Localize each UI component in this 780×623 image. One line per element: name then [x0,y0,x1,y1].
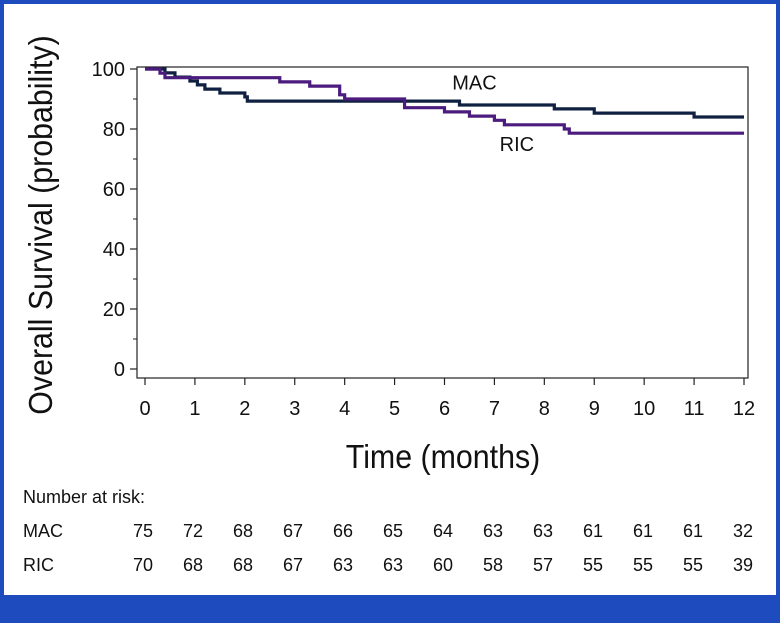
plot-frame [136,66,749,379]
y-tick-label: 20 [103,299,125,321]
x-tick-label: 8 [539,398,550,420]
y-tick-label: 0 [114,359,125,381]
x-tick-label: 4 [339,398,350,420]
risk-count-ric: 57 [533,555,553,575]
risk-count-ric: 55 [683,555,703,575]
risk-count-mac: 64 [433,521,453,541]
x-tick-label: 9 [589,398,600,420]
risk-count-mac: 66 [333,521,353,541]
risk-row-label: RIC [23,555,54,575]
risk-count-ric: 55 [583,555,603,575]
x-tick-label: 3 [289,398,300,420]
plot-area [136,66,749,379]
risk-row-label: MAC [23,521,63,541]
series-label-ric: RIC [500,134,534,156]
x-tick-label: 5 [389,398,400,420]
bottom-band [0,597,780,623]
risk-count-mac: 63 [533,521,553,541]
x-tick-label: 7 [489,398,500,420]
risk-count-ric: 63 [383,555,403,575]
y-tick-label: 80 [103,119,125,141]
risk-count-ric: 63 [333,555,353,575]
y-tick-label: 60 [103,179,125,201]
risk-count-ric: 58 [483,555,503,575]
risk-count-ric: 60 [433,555,453,575]
x-tick-label: 0 [139,398,150,420]
risk-count-mac: 61 [633,521,653,541]
x-tick-label: 10 [633,398,655,420]
annotations: MAC RIC [452,73,534,157]
y-tick-label: 40 [103,239,125,261]
risk-count-mac: 65 [383,521,403,541]
risk-count-mac: 72 [183,521,203,541]
series-label-mac: MAC [452,73,496,95]
risk-count-mac: 75 [133,521,153,541]
x-tick-label: 6 [439,398,450,420]
risk-count-mac: 61 [683,521,703,541]
series-line-ric [145,67,744,135]
risk-count-ric: 68 [233,555,253,575]
risk-count-mac: 61 [583,521,603,541]
x-axis-title: Time (months) [346,438,540,475]
risk-count-mac: 67 [283,521,303,541]
series [145,67,744,135]
risk-count-ric: 67 [283,555,303,575]
risk-count-ric: 55 [633,555,653,575]
risk-count-ric: 70 [133,555,153,575]
risk-count-mac: 32 [733,521,753,541]
risk-count-mac: 68 [233,521,253,541]
x-tick-label: 12 [733,398,755,420]
risk-count-ric: 39 [733,555,753,575]
x-tick-label: 11 [684,398,705,420]
risk-table-title: Number at risk: [23,487,145,507]
x-tick-label: 1 [189,398,200,420]
y-tick-label: 100 [92,59,125,81]
risk-count-ric: 68 [183,555,203,575]
y-axis-title: Overall Survival (probability) [22,35,59,414]
risk-count-mac: 63 [483,521,503,541]
number-at-risk-table: Number at risk: MAC 75 72 68 67 66 65 64 63 63 61 6… [23,487,753,575]
x-tick-label: 2 [239,398,250,420]
